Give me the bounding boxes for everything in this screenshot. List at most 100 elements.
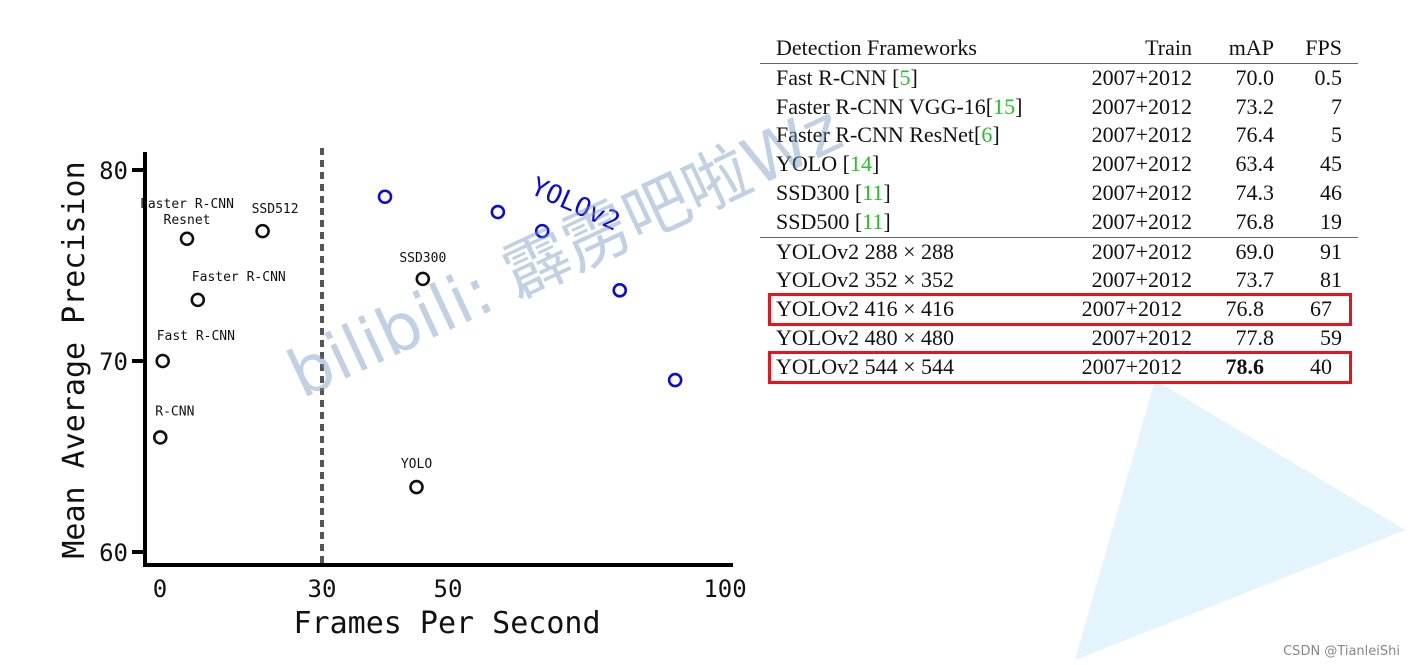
train-cell: 2007+2012 xyxy=(1091,179,1192,205)
fps-cell: 5 xyxy=(1331,122,1342,148)
bracket: ] xyxy=(871,151,880,177)
table-row: YOLOv2 480 × 480 2007+2012 77.8 59 xyxy=(770,324,1360,353)
train-cell: 2007+2012 xyxy=(1091,93,1192,119)
fps-cell: 67 xyxy=(1310,296,1332,322)
framework-name: YOLO [14] xyxy=(776,150,879,179)
data-point xyxy=(179,231,195,247)
framework-name: Faster R-CNN ResNet[6] xyxy=(776,121,1000,150)
column-header: Detection Frameworks xyxy=(776,35,977,60)
framework-label: YOLO [ xyxy=(776,151,850,177)
framework-label: YOLOv2 480 × 480 xyxy=(776,324,955,350)
column-header: FPS xyxy=(1305,35,1342,60)
framework-label: SSD500 [ xyxy=(776,208,863,234)
train-cell: 2007+2012 xyxy=(1091,238,1192,264)
data-point xyxy=(255,223,270,239)
framework-label: Faster R-CNN ResNet[ xyxy=(776,122,982,148)
table-row: SSD300 [11] 2007+2012 74.3 46 xyxy=(770,179,1360,208)
x-tick-label: 50 xyxy=(434,575,463,603)
point-label: Faster R-CNN xyxy=(140,197,234,212)
y-tick-label: 70 xyxy=(99,348,128,376)
fps-cell: 0.5 xyxy=(1314,64,1343,90)
point-label: SSD300 xyxy=(399,251,446,266)
data-point xyxy=(409,479,424,495)
credit-text: CSDN @TianleiShi xyxy=(1283,644,1400,659)
framework-label: SSD300 [ xyxy=(776,179,863,205)
citation-ref: 15 xyxy=(993,93,1016,119)
point-label: Fast R-CNN xyxy=(157,329,235,344)
train-cell: 2007+2012 xyxy=(1081,296,1182,322)
framework-label: YOLOv2 416 × 416 xyxy=(776,296,955,322)
framework-name: SSD300 [11] xyxy=(776,179,891,208)
bracket: ] xyxy=(883,179,891,205)
table-row: Faster R-CNN ResNet[6] 2007+2012 76.4 5 xyxy=(770,121,1360,150)
y-tick-label: 60 xyxy=(99,539,128,567)
data-point xyxy=(377,189,393,205)
series-label: YOLOv2 xyxy=(526,172,624,238)
y-tick-label: 80 xyxy=(99,157,128,185)
x-tick-label: 0 xyxy=(153,575,167,603)
map-cell: 76.4 xyxy=(1235,122,1275,148)
map-cell: 77.8 xyxy=(1235,324,1275,350)
x-tick-label: 100 xyxy=(703,575,746,603)
data-point xyxy=(152,430,168,445)
table-row: Faster R-CNN VGG-16[15] 2007+2012 73.2 7 xyxy=(770,93,1360,122)
table-header-row: Detection Frameworks Train mAP FPS xyxy=(770,34,1360,63)
point-label: SSD512 xyxy=(252,202,299,217)
point-label: YOLO xyxy=(401,457,432,472)
fps-cell: 40 xyxy=(1310,353,1332,379)
highlighted-table-row: YOLOv2 416 × 416 2007+2012 76.8 67 xyxy=(768,293,1352,326)
column-header: Train xyxy=(1145,35,1192,60)
table-row: SSD500 [11] 2007+2012 76.8 19 xyxy=(770,208,1360,237)
framework-name: YOLOv2 544 × 544 xyxy=(776,353,954,382)
framework-label: YOLOv2 288 × 288 xyxy=(776,238,955,264)
x-tick-label: 30 xyxy=(308,575,337,603)
fps-cell: 59 xyxy=(1320,324,1342,350)
fps-cell: 81 xyxy=(1320,267,1342,293)
results-table: Detection Frameworks Train mAP FPS Fast R-CN… xyxy=(760,34,1360,384)
fps-cell: 45 xyxy=(1320,151,1342,177)
fps-cell: 19 xyxy=(1320,208,1342,234)
table-row: YOLOv2 352 × 352 2007+2012 73.7 81 xyxy=(770,266,1360,295)
map-cell: 74.3 xyxy=(1235,179,1275,205)
y-axis-label: Mean Average Precision xyxy=(57,161,92,558)
map-cell: 76.8 xyxy=(1235,208,1275,234)
table-rule xyxy=(760,236,1358,238)
framework-name: YOLOv2 352 × 352 xyxy=(776,266,954,295)
framework-name: SSD500 [11] xyxy=(776,208,891,237)
x-axis-label: Frames Per Second xyxy=(293,606,600,641)
point-label: Resnet xyxy=(164,213,211,228)
bracket: ] xyxy=(883,208,891,234)
data-point xyxy=(612,283,628,298)
point-label: Faster R-CNN xyxy=(192,270,286,285)
fps-cell: 7 xyxy=(1331,93,1342,119)
column-header: mAP xyxy=(1228,35,1274,60)
train-cell: 2007+2012 xyxy=(1091,208,1192,234)
train-cell: 2007+2012 xyxy=(1081,353,1182,379)
framework-label: Faster R-CNN VGG-16[ xyxy=(776,93,994,119)
framework-name: YOLOv2 480 × 480 xyxy=(776,324,954,353)
data-point xyxy=(667,372,683,388)
framework-label: YOLOv2 352 × 352 xyxy=(776,267,955,293)
data-point xyxy=(415,271,431,287)
data-point xyxy=(490,204,506,220)
framework-label: Fast R-CNN [ xyxy=(776,64,900,90)
point-label: R-CNN xyxy=(155,404,194,419)
framework-name: YOLOv2 416 × 416 xyxy=(776,295,954,324)
map-cell: 73.7 xyxy=(1235,267,1275,293)
bracket: ] xyxy=(910,64,918,90)
table-rule xyxy=(760,62,1358,64)
data-point xyxy=(190,292,206,308)
map-cell: 69.0 xyxy=(1235,238,1275,264)
framework-label: YOLOv2 544 × 544 xyxy=(776,353,955,379)
table-row: YOLOv2 288 × 288 2007+2012 69.0 91 xyxy=(770,238,1360,267)
framework-name: Fast R-CNN [5] xyxy=(776,64,918,93)
citation-ref: 5 xyxy=(899,64,911,90)
train-cell: 2007+2012 xyxy=(1091,151,1192,177)
scatter-chart: 60 70 80 0 30 50 100 Frames Per Second Mean Aver… xyxy=(57,148,747,641)
map-cell: 70.0 xyxy=(1235,64,1275,90)
fps-cell: 91 xyxy=(1320,238,1342,264)
map-cell: 73.2 xyxy=(1235,93,1275,119)
train-cell: 2007+2012 xyxy=(1091,122,1192,148)
bracket: ] xyxy=(992,122,1000,148)
train-cell: 2007+2012 xyxy=(1091,64,1192,90)
